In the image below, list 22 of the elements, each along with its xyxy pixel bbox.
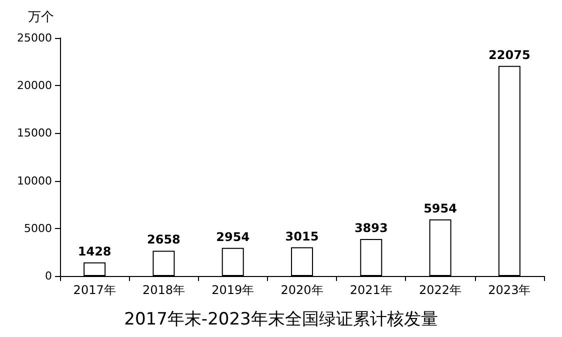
x-tick-label: 2018年 (142, 283, 185, 297)
x-tick-label: 2019年 (212, 283, 254, 297)
data-label: 2954 (216, 230, 250, 244)
x-tick-label: 2020年 (280, 283, 324, 297)
y-tick-label: 20000 (17, 79, 52, 92)
y-axis-title: 万个 (28, 10, 54, 25)
y-tick-label: 15000 (17, 126, 52, 140)
x-tick-label: 2021年 (350, 283, 392, 297)
text: 2017年末-2023年末全国绿证累计核发量 (124, 310, 438, 330)
y-tick-label: 5000 (24, 222, 52, 235)
y-tick-label: 0 (45, 270, 52, 282)
y-tick-label: 25000 (17, 32, 52, 44)
data-label: 1428 (78, 244, 112, 258)
data-label: 22075 (488, 48, 530, 62)
data-label: 3015 (285, 229, 319, 244)
data-label: 2658 (147, 232, 180, 247)
data-label: 3893 (354, 220, 388, 235)
x-tick-label: 2022年 (419, 283, 462, 297)
data-label: 5954 (424, 201, 457, 216)
y-tick-label: 10000 (17, 174, 52, 188)
x-tick-label: 2017年 (73, 283, 116, 297)
x-tick-label: 2023年 (488, 283, 531, 297)
